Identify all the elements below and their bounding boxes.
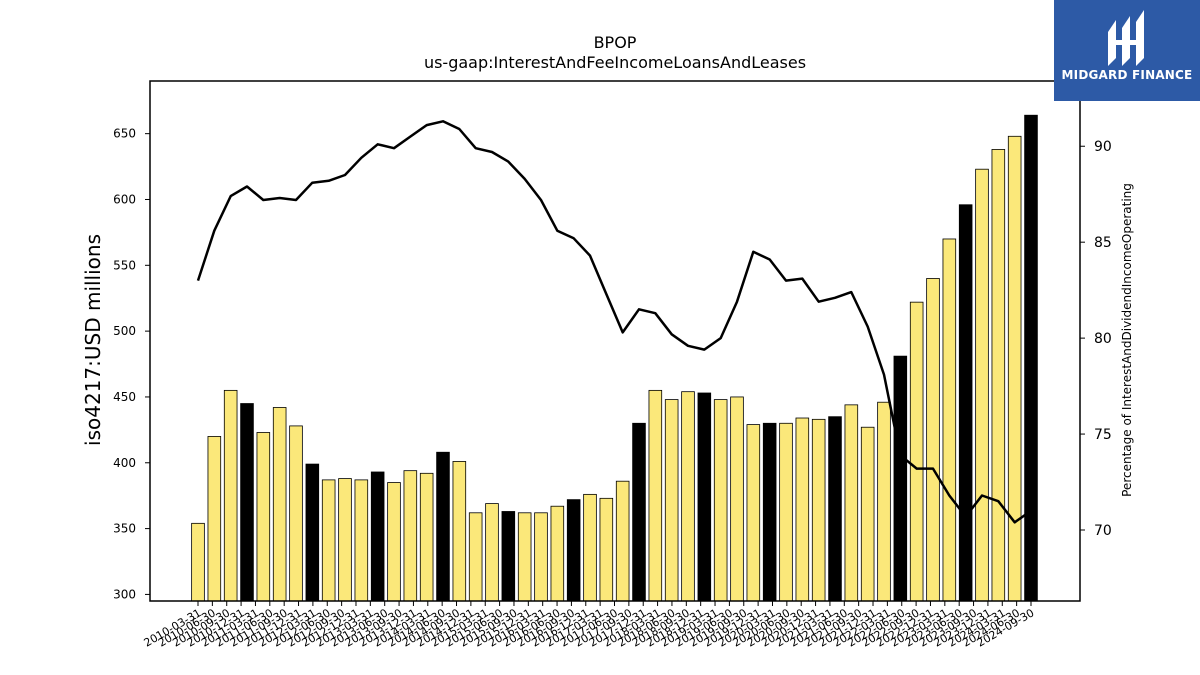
bar-2017-09-30 xyxy=(681,391,695,602)
bar-2010-03-31 xyxy=(191,522,205,602)
y-right-tick-label: 90 xyxy=(1094,139,1112,155)
bar-2022-06-30 xyxy=(991,149,1006,602)
y-axis-label-left: iso4217:USD millions xyxy=(81,234,105,446)
bar-2019-06-30 xyxy=(795,417,810,602)
bar-2014-06-30 xyxy=(468,512,483,602)
y-tick-label: 450 xyxy=(113,390,136,404)
bar-2018-12-31 xyxy=(762,422,777,602)
bar-2015-09-30 xyxy=(550,505,565,602)
y-tick-label: 300 xyxy=(113,587,136,601)
bar-2017-06-30 xyxy=(664,399,679,602)
chart-subtitle: us-gaap:InterestAndFeeIncomeLoansAndLeas… xyxy=(424,53,806,72)
y-tick-label: 500 xyxy=(113,324,136,338)
bar-2010-12-31 xyxy=(240,403,254,602)
y-tick-label: 400 xyxy=(113,456,136,470)
bar-2019-09-30 xyxy=(811,418,826,602)
line-series xyxy=(196,120,1032,524)
bar-2015-12-31 xyxy=(566,499,581,602)
logo-mark-icon xyxy=(1108,10,1144,66)
bar-2019-03-31 xyxy=(779,422,793,602)
bar-2022-03-31 xyxy=(975,168,989,602)
y-right-tick-label: 70 xyxy=(1094,523,1112,539)
chart-title: BPOP xyxy=(594,33,637,52)
bar-2012-03-31 xyxy=(321,479,336,602)
bar-2014-09-30 xyxy=(485,503,499,602)
bar-2016-06-30 xyxy=(599,497,614,602)
bar-2010-06-30 xyxy=(207,436,222,602)
y-tick-label: 350 xyxy=(113,522,136,536)
bar-2010-09-30 xyxy=(223,389,238,602)
bar-2021-12-31 xyxy=(958,204,973,602)
logo-text: MIDGARD FINANCE xyxy=(1061,68,1193,82)
line-layer xyxy=(196,120,1032,524)
bar-2020-03-31 xyxy=(844,404,859,602)
y-right-tick-label: 75 xyxy=(1094,427,1112,443)
bar-2014-12-31 xyxy=(501,511,516,602)
bar-2013-09-30 xyxy=(419,472,434,602)
bars-group xyxy=(191,114,1038,602)
y-right-tick-label: 80 xyxy=(1094,331,1112,347)
bar-2011-06-30 xyxy=(272,407,287,602)
bar-2018-03-31 xyxy=(713,399,728,602)
bar-2021-03-31 xyxy=(909,301,924,602)
bar-2013-03-31 xyxy=(387,482,401,602)
bar-2012-06-30 xyxy=(338,478,352,602)
bar-2016-09-30 xyxy=(615,480,630,602)
bar-2017-12-31 xyxy=(697,392,712,602)
y-tick-label: 650 xyxy=(113,127,136,141)
bar-2015-06-30 xyxy=(534,512,548,602)
bar-2020-09-30 xyxy=(877,401,891,602)
bar-2022-09-30 xyxy=(1007,135,1022,602)
bar-2011-12-31 xyxy=(305,463,320,602)
bar-2013-06-30 xyxy=(403,470,418,602)
y-right-tick-label: 85 xyxy=(1094,235,1112,251)
bar-2016-12-31 xyxy=(632,422,646,602)
bar-2020-12-31 xyxy=(893,355,908,602)
bar-2015-03-31 xyxy=(517,512,532,602)
bar-2021-09-30 xyxy=(942,238,957,602)
bar-2014-03-31 xyxy=(452,461,467,602)
bar-2011-09-30 xyxy=(289,425,303,602)
bar-2011-03-31 xyxy=(256,432,271,602)
y-tick-label: 550 xyxy=(113,258,136,272)
bar-2013-12-31 xyxy=(436,451,450,602)
bar-2021-06-30 xyxy=(926,278,940,602)
bar-2012-12-31 xyxy=(370,471,385,602)
bar-2018-06-30 xyxy=(730,396,744,602)
bar-2012-09-30 xyxy=(354,479,369,602)
axes-group: 30035040045050055060065070758085902010-0… xyxy=(113,80,1112,650)
y-tick-label: 600 xyxy=(113,192,136,206)
bar-2017-03-31 xyxy=(648,389,663,602)
bar-2016-03-31 xyxy=(583,493,597,602)
logo: MIDGARD FINANCE xyxy=(1054,0,1200,101)
bar-2020-06-30 xyxy=(860,426,875,602)
bar-2018-09-30 xyxy=(746,424,761,602)
y-axis-label-right: Percentage of InterestAndDividendIncomeO… xyxy=(1120,183,1134,497)
bar-2019-12-31 xyxy=(828,416,842,602)
bar-2022-12-31 xyxy=(1024,114,1038,602)
